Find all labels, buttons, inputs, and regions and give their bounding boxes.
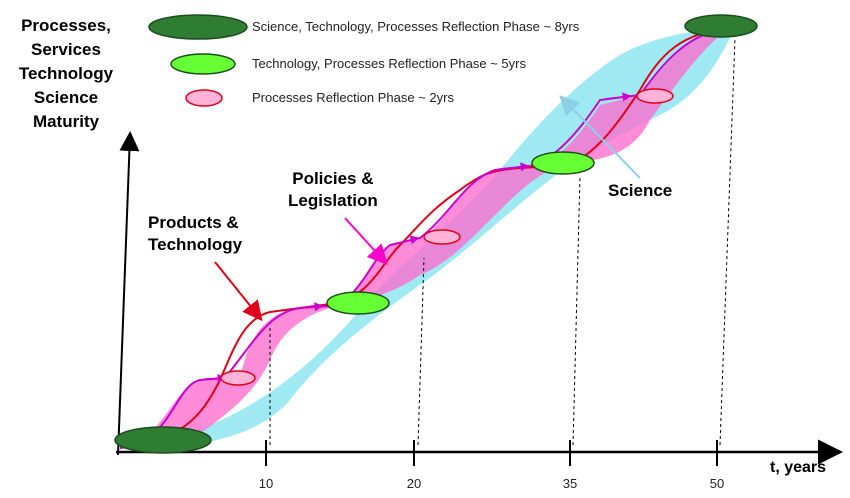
phase-large-end	[684, 14, 758, 38]
x-axis-label: t, years	[770, 459, 827, 476]
products-annotation-line: Technology	[148, 235, 243, 254]
phase-medium-1	[326, 291, 390, 315]
y-axis-label-line: Maturity	[32, 112, 100, 131]
y-axis	[117, 131, 140, 456]
policies-arrow	[344, 217, 388, 265]
phase-large-start	[114, 426, 212, 454]
products-arrow	[214, 261, 263, 322]
phase-small-1	[220, 370, 256, 386]
science-arrow	[559, 95, 641, 179]
policies-annotation: Policies & Legislation	[288, 168, 378, 212]
y-axis-label-line: Science	[33, 88, 99, 107]
legend-label-small: Processes Reflection Phase ~ 2yrs	[252, 90, 454, 105]
y-axis-label-line: Technology	[18, 64, 114, 83]
guide-line-20	[417, 257, 425, 446]
y-axis-label: Processes, Services Technology Science M…	[6, 14, 126, 134]
legend-marker-large	[148, 14, 248, 40]
x-tick-label: 35	[562, 476, 578, 491]
x-tick-label: 10	[258, 476, 274, 491]
legend-label-large: Science, Technology, Processes Reflectio…	[252, 19, 580, 34]
phase-small-3	[636, 88, 674, 104]
policies-annotation-line: Legislation	[288, 191, 378, 210]
guide-line-35	[572, 175, 581, 446]
products-annotation: Products & Technology	[148, 212, 242, 256]
legend-marker-small	[185, 89, 223, 107]
x-tick-label: 50	[709, 476, 725, 491]
y-axis-label-line: Services	[31, 40, 101, 59]
y-axis-label-line: Processes,	[21, 16, 111, 35]
policies-annotation-line: Policies &	[292, 169, 374, 188]
legend-marker-medium	[170, 53, 236, 75]
phase-small-2	[423, 229, 461, 245]
guide-line-50	[719, 37, 736, 446]
science-annotation: Science	[608, 181, 673, 200]
legend-label-medium: Technology, Processes Reflection Phase ~…	[252, 56, 526, 71]
products-annotation-line: Products &	[148, 213, 239, 232]
x-tick-label: 20	[406, 476, 422, 491]
phase-medium-2	[531, 151, 595, 175]
